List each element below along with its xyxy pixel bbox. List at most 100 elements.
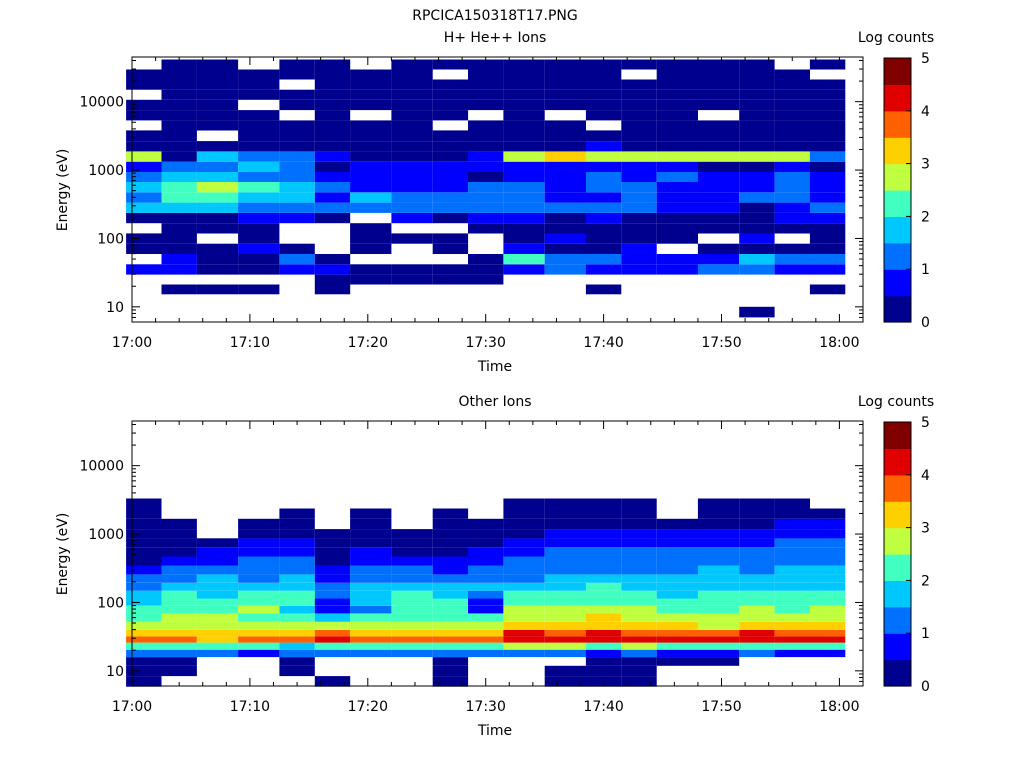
spectrogram-cell — [697, 69, 740, 80]
spectrogram-cell — [350, 518, 392, 530]
spectrogram-cell — [314, 99, 351, 111]
spectrogram-cell — [809, 582, 846, 591]
spectrogram-cell — [656, 182, 698, 193]
spectrogram-cell — [126, 621, 162, 630]
spectrogram-cell — [432, 89, 469, 100]
spectrogram-cell — [238, 110, 280, 121]
spectrogram-cell — [279, 99, 315, 111]
spectrogram-cell — [544, 613, 586, 622]
spectrogram-cell — [279, 212, 315, 224]
spectrogram-cell — [697, 161, 740, 172]
spectrogram-cell — [432, 565, 469, 575]
spectrogram-cell — [238, 223, 280, 234]
spectrogram-cell — [468, 79, 504, 90]
spectrogram-cell — [503, 89, 545, 100]
spectrogram-cell — [314, 182, 351, 193]
spectrogram-cell — [391, 212, 433, 224]
spectrogram-cell — [350, 547, 392, 557]
spectrogram-cell — [739, 529, 775, 539]
spectrogram-cell — [544, 636, 586, 643]
spectrogram-cell — [503, 598, 545, 606]
spectrogram-cell — [809, 99, 846, 111]
spectrogram-cell — [126, 636, 162, 643]
spectrogram-cell — [196, 642, 239, 650]
spectrogram-cell — [697, 518, 740, 530]
spectrogram-cell — [126, 99, 162, 111]
spectrogram-cell — [544, 621, 586, 630]
spectrogram-cell — [544, 605, 586, 614]
spectrogram-cell — [585, 621, 622, 630]
plot-frame — [131, 56, 864, 323]
spectrogram-cell — [544, 518, 586, 530]
spectrogram-cell — [432, 582, 469, 591]
spectrogram-cell — [774, 498, 810, 509]
spectrogram-cell — [196, 161, 239, 172]
spectrogram-cell — [468, 547, 504, 557]
x-tick-label: 17:40 — [583, 335, 623, 351]
spectrogram-cell — [432, 182, 469, 193]
spectrogram-cell — [196, 613, 239, 622]
x-tick-label: 17:10 — [230, 335, 270, 351]
spectrogram-cell — [350, 69, 392, 80]
spectrogram-cell — [238, 649, 280, 658]
spectrogram-cell — [314, 538, 351, 548]
spectrogram-cell — [126, 192, 162, 203]
spectrogram-cell — [391, 69, 433, 80]
spectrogram-cell — [621, 182, 657, 193]
spectrogram-cell — [621, 254, 657, 265]
spectrogram-cell — [621, 629, 657, 637]
spectrogram-cell — [697, 629, 740, 637]
spectrogram-cell — [809, 120, 846, 131]
spectrogram-cell — [196, 202, 239, 213]
spectrogram-cell — [621, 676, 657, 687]
spectrogram-cell — [391, 141, 433, 152]
spectrogram-cell — [503, 508, 545, 519]
spectrogram-cell — [350, 613, 392, 622]
spectrogram-cell — [126, 79, 162, 90]
spectrogram-cell — [238, 151, 280, 162]
spectrogram-cell — [697, 498, 740, 509]
spectrogram-cell — [279, 621, 315, 630]
spectrogram-cell — [350, 529, 392, 539]
spectrogram-cell — [621, 172, 657, 182]
spectrogram-cell — [774, 130, 810, 141]
spectrogram-cell — [279, 538, 315, 548]
spectrogram-cell — [161, 202, 197, 213]
spectrogram-cell — [161, 605, 197, 614]
spectrogram-cell — [391, 636, 433, 643]
spectrogram-cell — [350, 202, 392, 213]
spectrogram-cell — [621, 212, 657, 224]
spectrogram-cell — [739, 605, 775, 614]
spectrogram-cell — [621, 192, 657, 203]
spectrogram-cell — [503, 621, 545, 630]
spectrogram-cell — [585, 69, 622, 80]
spectrogram-cell — [350, 120, 392, 131]
spectrogram-cell — [585, 598, 622, 606]
spectrogram-cell — [503, 59, 545, 70]
spectrogram-cell — [585, 264, 622, 275]
y-tick-label: 10000 — [79, 95, 124, 111]
x-tick-label: 17:20 — [348, 699, 388, 715]
spectrogram-cell — [391, 192, 433, 203]
spectrogram-cell — [432, 636, 469, 643]
spectrogram-cell — [809, 598, 846, 606]
spectrogram-cell — [809, 151, 846, 162]
spectrogram-cell — [161, 130, 197, 141]
spectrogram-cell — [279, 243, 315, 254]
spectrogram-cell — [161, 192, 197, 203]
spectrogram-cell — [774, 192, 810, 203]
colorbar-tick-label: 0 — [921, 679, 930, 695]
spectrogram-cell — [739, 556, 775, 566]
spectrogram-cell — [432, 613, 469, 622]
spectrogram-cell — [432, 508, 469, 519]
spectrogram-cell — [314, 130, 351, 141]
spectrogram-cell — [809, 508, 846, 519]
spectrogram-cell — [432, 518, 469, 530]
spectrogram-cell — [432, 192, 469, 203]
spectrogram-cell — [126, 613, 162, 622]
spectrogram-cell — [432, 172, 469, 182]
spectrogram-cell — [503, 574, 545, 583]
spectrogram-cell — [314, 264, 351, 275]
spectrogram-cell — [196, 192, 239, 203]
spectrogram-cell — [350, 605, 392, 614]
